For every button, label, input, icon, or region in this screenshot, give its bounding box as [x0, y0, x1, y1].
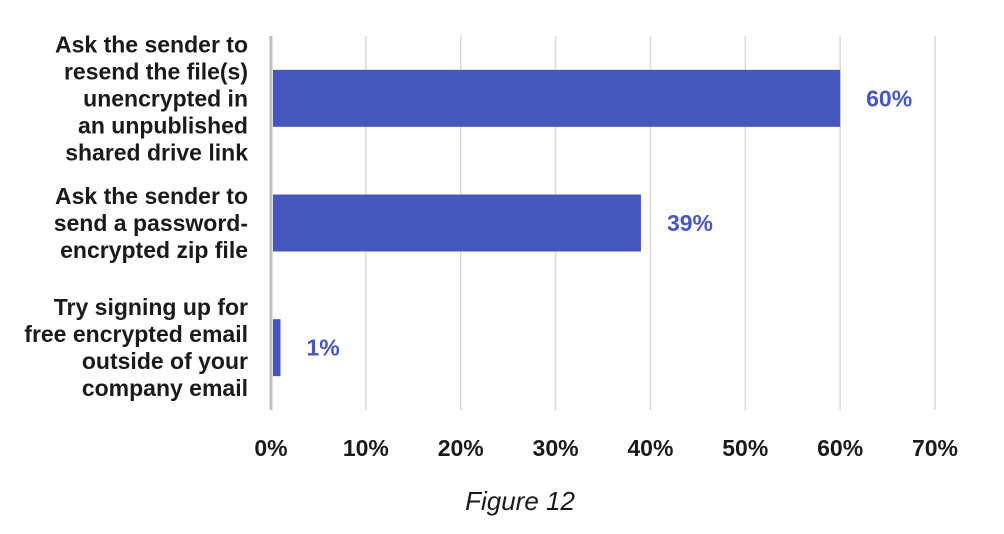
category-label: Ask the sender to send a password-encrypt… — [54, 183, 248, 263]
x-tick-label: 0% — [254, 435, 287, 461]
bar — [273, 194, 641, 252]
x-tick-label: 70% — [912, 435, 958, 461]
data-label: 60% — [866, 85, 912, 111]
x-tick-label: 20% — [438, 435, 484, 461]
category-label-line: Try signing up for — [54, 294, 248, 320]
category-label-line: outside of your — [82, 348, 248, 374]
category-label-line: an unpublished — [78, 112, 248, 138]
data-label: 39% — [667, 210, 713, 236]
x-axis-ticks: 0% 10% 20% 30% 40% 50% 60% 70% — [254, 435, 958, 461]
figure-caption: Figure 12 — [465, 486, 575, 516]
bars — [273, 69, 841, 377]
x-tick-label: 50% — [722, 435, 768, 461]
category-label-line: send a password- — [54, 210, 248, 236]
data-labels: 60% 39% 1% — [306, 85, 912, 360]
category-label: Try signing up for free encrypted email ou… — [24, 294, 248, 401]
category-label-line: unencrypted in — [83, 85, 248, 111]
category-label-line: Ask the sender to — [55, 183, 248, 209]
category-label: Ask the sender to resend the file(s) unenc… — [55, 31, 248, 165]
bar — [273, 69, 841, 127]
x-tick-label: 10% — [343, 435, 389, 461]
x-tick-label: 40% — [627, 435, 673, 461]
category-label-line: shared drive link — [65, 139, 248, 165]
bar — [273, 319, 281, 377]
x-tick-label: 30% — [533, 435, 579, 461]
x-tick-label: 60% — [817, 435, 863, 461]
category-label-line: free encrypted email — [24, 321, 248, 347]
category-label-line: Ask the sender to — [55, 31, 248, 57]
data-label: 1% — [306, 335, 339, 361]
category-label-line: company email — [82, 375, 248, 401]
category-labels: Ask the sender to resend the file(s) unenc… — [24, 31, 248, 401]
category-label-line: encrypted zip file — [60, 237, 248, 263]
category-label-line: resend the file(s) — [64, 58, 248, 84]
